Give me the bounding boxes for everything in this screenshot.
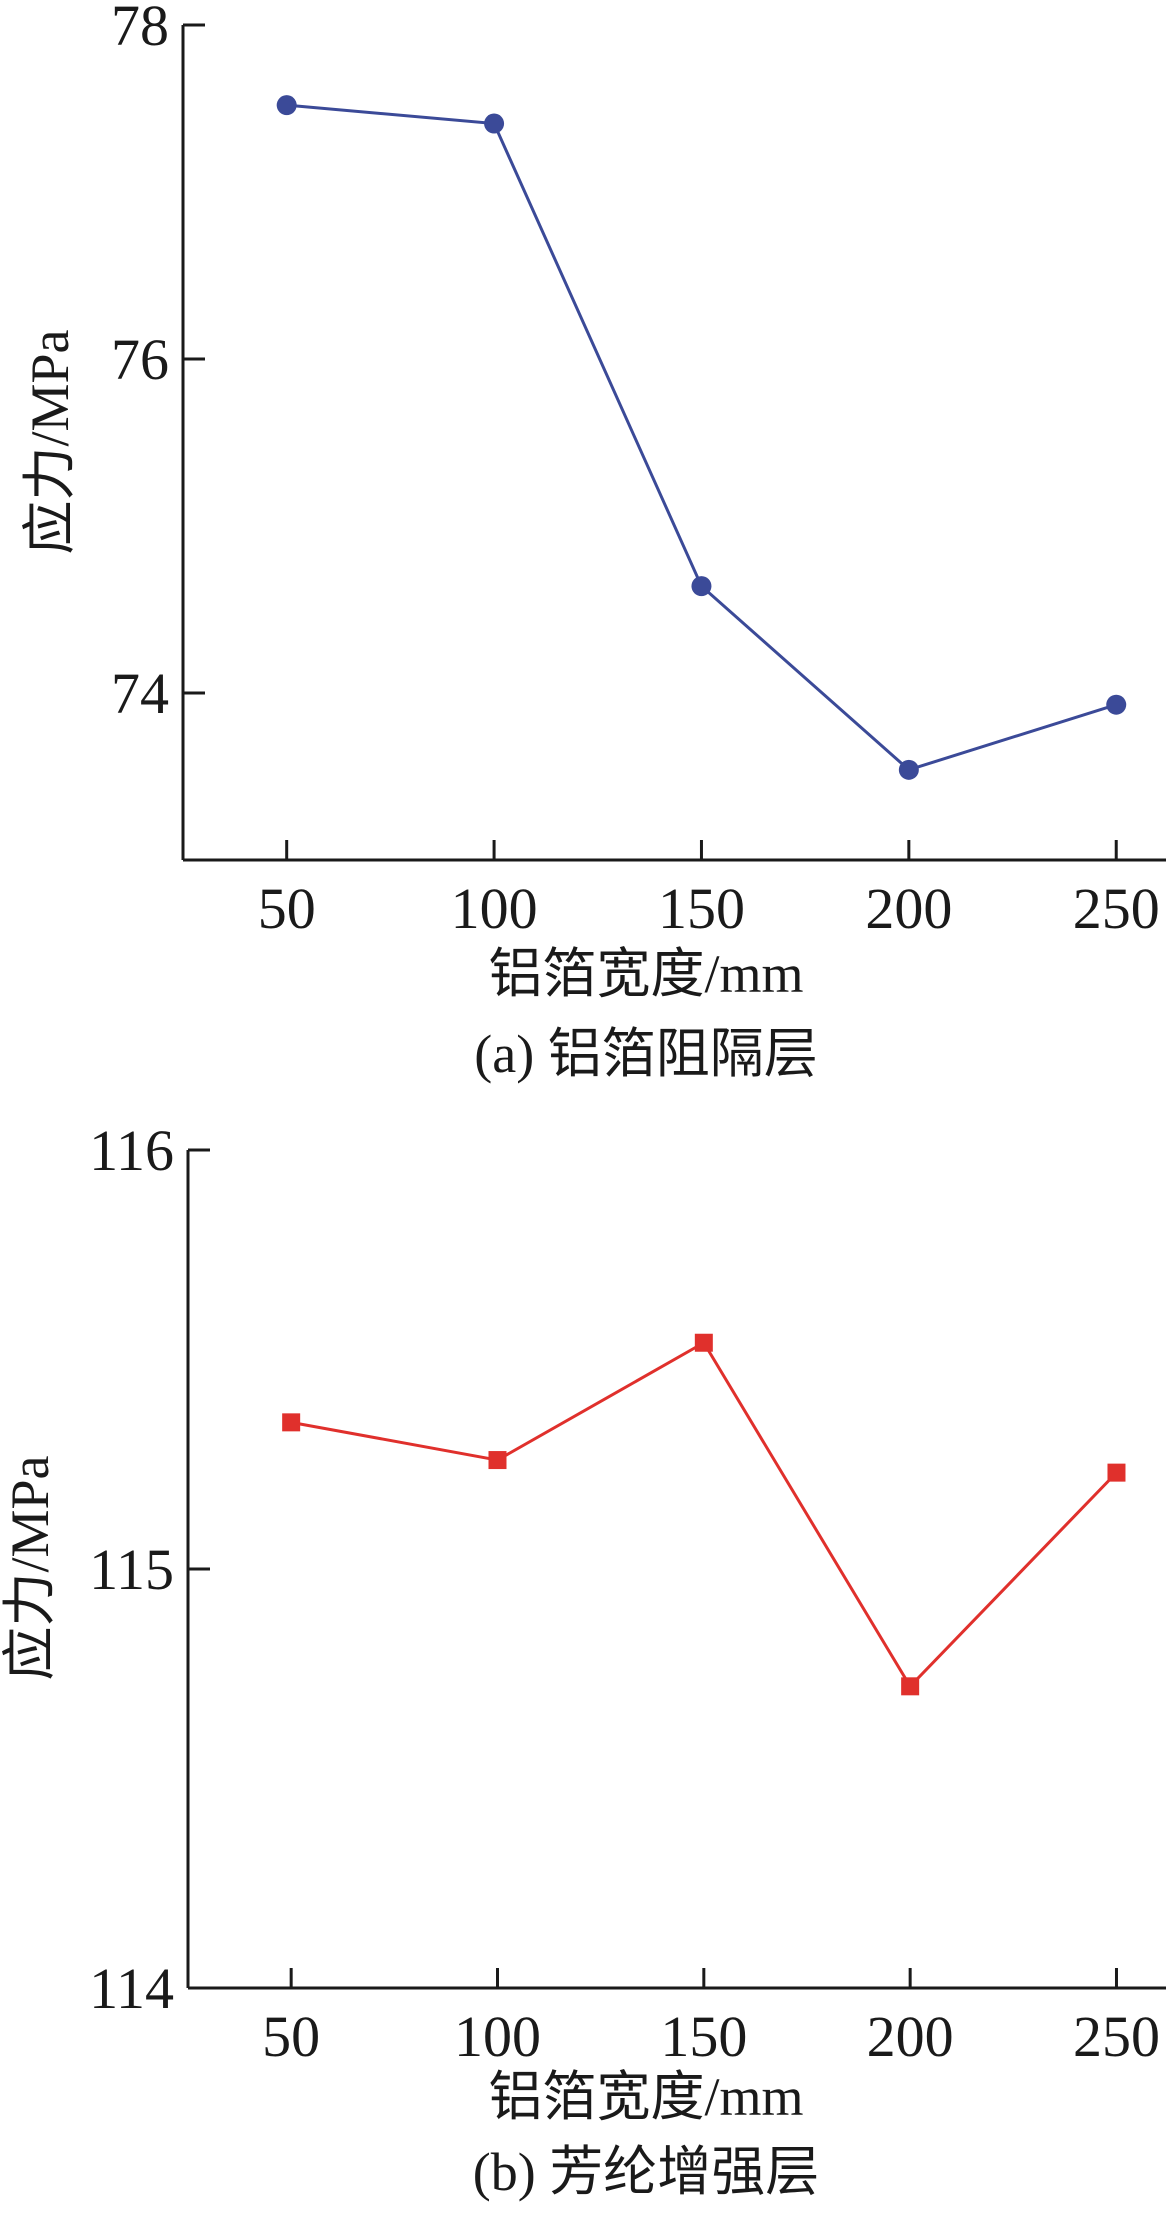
chart-a-data-point: [484, 113, 505, 134]
chart-b-y-tick-label: 115: [89, 1537, 174, 1602]
chart-a-x-tick-label: 250: [1073, 876, 1160, 941]
chart-b-x-tick-label: 150: [660, 2004, 747, 2069]
chart-a-data-point: [691, 576, 712, 597]
chart-a-data-point: [276, 95, 297, 116]
chart-a-y-ticks: 74 76 78: [111, 0, 205, 726]
chart-b-data-point: [488, 1451, 507, 1470]
chart-a-caption: (a) 铝箔阻隔层: [474, 1024, 817, 1084]
chart-b-data-point: [694, 1333, 713, 1352]
chart-a-x-ticks: 50 100 150 200 250: [258, 840, 1160, 941]
chart-a-series-line: [286, 103, 1117, 772]
chart-b-x-tick-label: 250: [1073, 2004, 1160, 2069]
chart-a-x-tick-label: 200: [865, 876, 952, 941]
chart-a-axes: [181, 25, 1166, 862]
chart-b-caption: (b) 芳纶增强层: [473, 2142, 819, 2202]
chart-a-y-tick-label: 76: [111, 327, 169, 392]
chart-b-data-point: [1107, 1463, 1126, 1482]
chart-a-data-point: [1106, 694, 1127, 715]
chart-a-y-tick-label: 74: [111, 661, 169, 726]
chart-b-series: [282, 1333, 1126, 1696]
chart-b-y-axis-title: 应力/MPa: [0, 1455, 60, 1680]
chart-a-aluminum-foil-barrier-layer: 74 76 78 50 100 150 200 250 应力/MPa 铝箔宽度/mm (a)…: [20, 0, 1166, 1084]
chart-b-axes: [186, 1150, 1166, 1990]
chart-b-x-axis-title: 铝箔宽度/mm: [488, 2067, 803, 2127]
chart-b-series-line: [290, 1340, 1118, 1689]
chart-a-x-tick-label: 100: [451, 876, 538, 941]
chart-a-x-tick-label: 50: [258, 876, 316, 941]
chart-a-data-point: [898, 759, 919, 780]
chart-b-y-tick-label: 114: [89, 1956, 174, 2021]
chart-a-x-tick-label: 150: [658, 876, 745, 941]
chart-b-x-tick-label: 200: [867, 2004, 954, 2069]
chart-b-y-tick-label: 116: [89, 1118, 174, 1183]
chart-a-series: [276, 95, 1127, 780]
chart-b-x-ticks: 50 100 150 200 250: [262, 1968, 1160, 2069]
chart-b-data-point: [282, 1413, 301, 1432]
chart-a-y-axis-title: 应力/MPa: [20, 329, 80, 554]
chart-b-y-ticks: 114 115 116: [89, 1118, 210, 2021]
chart-b-x-tick-label: 100: [454, 2004, 541, 2069]
chart-b-data-point: [901, 1677, 920, 1696]
chart-a-x-axis-title: 铝箔宽度/mm: [488, 944, 803, 1004]
chart-b-x-tick-label: 50: [262, 2004, 320, 2069]
chart-a-y-tick-label: 78: [111, 0, 169, 58]
